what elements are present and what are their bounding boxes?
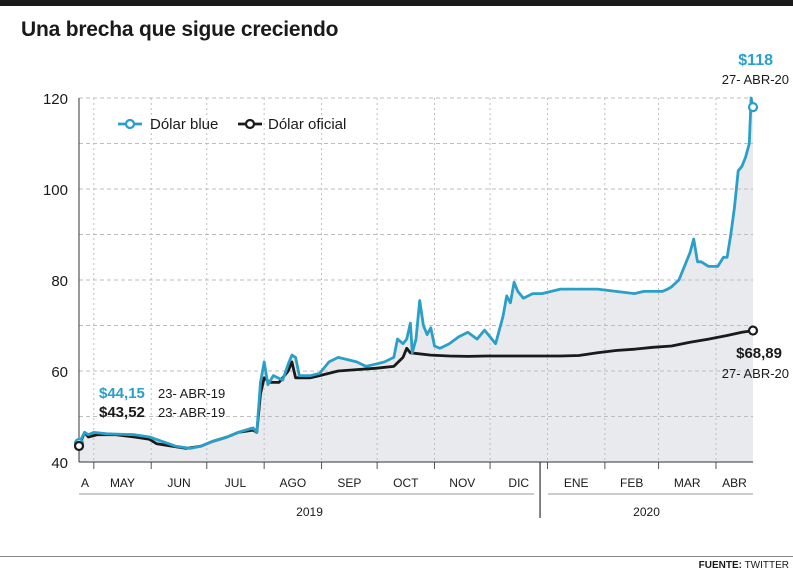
y-tick-label: 100 xyxy=(43,182,68,199)
x-tick-label: MAR xyxy=(674,476,701,490)
y-tick-label: 80 xyxy=(51,273,68,290)
x-tick-label: JUL xyxy=(225,476,247,490)
annotation-date-official-start: 23- ABR-19 xyxy=(158,405,225,420)
x-tick-label: ABR xyxy=(722,476,747,490)
y-tick-label: 40 xyxy=(51,455,68,472)
x-tick-label: SEP xyxy=(337,476,361,490)
legend-marker-official xyxy=(244,118,256,130)
y-tick-label: 60 xyxy=(51,364,68,381)
source-credit: FUENTE: TWITTER xyxy=(699,560,789,571)
x-tick-label: NOV xyxy=(449,476,475,490)
end-marker xyxy=(73,440,85,452)
annotation-date-blue-start: 23- ABR-19 xyxy=(158,386,225,401)
series-line-blue xyxy=(77,96,755,450)
source-value: TWITTER xyxy=(744,560,789,571)
x-tick-label: AGO xyxy=(280,476,307,490)
legend-label-official: Dólar oficial xyxy=(268,116,346,133)
top-rule xyxy=(0,0,793,6)
x-tick-label: DIC xyxy=(508,476,529,490)
year-label: 2020 xyxy=(633,505,660,519)
x-tick-label: JUN xyxy=(167,476,190,490)
footer-divider xyxy=(0,556,793,557)
annotation-value-blue-end: $118 xyxy=(738,52,773,69)
x-tick-label: MAY xyxy=(110,476,135,490)
x-tick-label: FEB xyxy=(620,476,643,490)
x-tick-label: OCT xyxy=(393,476,419,490)
year-label: 2019 xyxy=(296,505,323,519)
page-title: Una brecha que sigue creciendo xyxy=(21,18,339,41)
source-label: FUENTE: xyxy=(698,560,742,571)
annotation-date-official-end: 27- ABR-20 xyxy=(722,366,789,381)
end-marker xyxy=(747,101,759,113)
end-marker xyxy=(747,325,759,336)
annotation-value-blue-start: $44,15 xyxy=(99,385,145,402)
x-tick-label: ENE xyxy=(564,476,589,490)
annotation-value-official-end: $68,89 xyxy=(736,345,782,362)
x-tick-label: A xyxy=(81,476,89,490)
annotation-value-official-start: $43,52 xyxy=(99,404,145,421)
legend-marker-blue xyxy=(124,118,136,130)
legend-label-blue: Dólar blue xyxy=(150,116,218,133)
annotation-date-blue-end: 27- ABR-20 xyxy=(722,72,789,87)
y-tick-label: 120 xyxy=(43,91,68,108)
